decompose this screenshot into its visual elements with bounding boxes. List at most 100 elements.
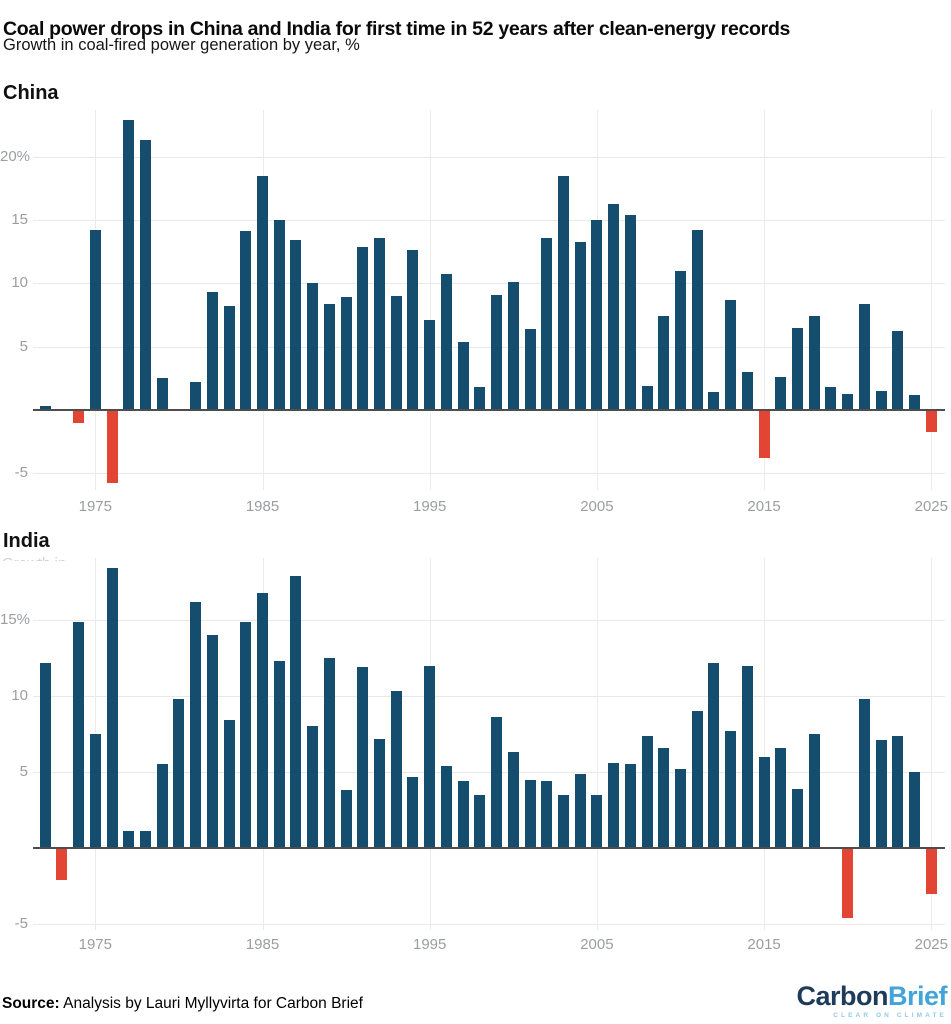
bar-1975 <box>89 230 101 410</box>
gridline-y <box>33 346 945 348</box>
gridline-y <box>33 473 945 475</box>
bar-2005 <box>591 220 603 410</box>
bar-2023 <box>892 735 904 848</box>
x-axis-label: 2025 <box>914 936 948 953</box>
bar-2008 <box>641 735 653 848</box>
bar-2002 <box>541 781 553 848</box>
bar-1983 <box>223 720 235 848</box>
gridline-y <box>33 156 945 158</box>
bar-2014 <box>741 665 753 848</box>
bar-2001 <box>524 779 536 848</box>
bar-1996 <box>440 274 452 410</box>
y-axis-label: 15 <box>11 211 28 229</box>
bar-2011 <box>691 711 703 848</box>
bar-1975 <box>89 734 101 848</box>
bar-1979 <box>156 378 168 410</box>
bar-1986 <box>273 220 285 410</box>
bar-1982 <box>206 635 218 848</box>
chart-title-china: China <box>3 82 59 104</box>
gridline-x <box>764 110 766 490</box>
bar-2009 <box>658 747 670 848</box>
page-subtitle: Growth in coal-fired power generation by… <box>3 36 360 54</box>
x-axis-label: 2015 <box>747 498 781 515</box>
bar-1997 <box>457 341 469 410</box>
bar-2012 <box>708 662 720 848</box>
bar-2005 <box>591 794 603 848</box>
bar-1989 <box>323 658 335 848</box>
bar-2014 <box>741 372 753 410</box>
bar-1991 <box>357 246 369 410</box>
bar-2017 <box>792 788 804 848</box>
gridline-x <box>429 110 431 490</box>
gridline-y <box>33 772 945 773</box>
gridline-y <box>33 924 945 925</box>
bar-1995 <box>424 320 436 410</box>
x-axis-label: 1985 <box>245 936 280 953</box>
bar-2003 <box>557 794 569 848</box>
page-title: Coal power drops in China and India for … <box>3 18 791 41</box>
bar-1993 <box>390 296 402 410</box>
bar-2013 <box>725 299 737 410</box>
bar-1994 <box>407 250 419 410</box>
source-credit: Source: Analysis by Lauri Myllyvirta for… <box>2 995 363 1013</box>
bar-1988 <box>307 283 319 410</box>
x-axis-label: 1975 <box>78 936 112 953</box>
bar-1984 <box>240 621 252 848</box>
bar-1985 <box>257 175 268 410</box>
bar-1993 <box>390 691 402 848</box>
bar-2015 <box>758 756 770 848</box>
bar-2012 <box>708 392 720 410</box>
bar-2025 <box>925 410 937 432</box>
bar-1981 <box>190 601 202 848</box>
bar-1979 <box>156 764 168 848</box>
x-axis-label: 1985 <box>245 498 280 515</box>
bar-1978 <box>139 140 151 410</box>
bar-1990 <box>340 790 352 848</box>
bar-2015 <box>758 410 770 459</box>
bar-2013 <box>725 730 737 848</box>
bar-2000 <box>507 282 519 410</box>
bar-2002 <box>541 237 553 410</box>
bar-1991 <box>357 667 369 848</box>
gridline-y <box>33 283 945 285</box>
bar-2022 <box>875 391 887 410</box>
bar-2007 <box>624 764 636 848</box>
carbonbrief-logo: CarbonBrief CLEAR ON CLIMATE <box>796 983 947 1020</box>
source-text: Analysis by Lauri Myllyvirta for Carbon … <box>59 995 363 1012</box>
bar-2018 <box>808 734 820 848</box>
bar-2010 <box>675 270 686 410</box>
bar-1980 <box>173 699 185 848</box>
x-axis-label: 1975 <box>78 498 112 515</box>
gridline-y <box>33 620 945 621</box>
bar-1988 <box>307 726 319 848</box>
y-axis-label: 10 <box>11 274 28 292</box>
bar-1999 <box>491 717 503 848</box>
x-axis-label: 1995 <box>413 936 447 953</box>
bar-2020 <box>842 848 854 918</box>
logo-wordmark: CarbonBrief <box>796 983 947 1010</box>
bar-1977 <box>123 831 135 848</box>
bar-2003 <box>557 175 569 410</box>
bar-2004 <box>574 773 586 848</box>
bar-2020 <box>842 393 854 410</box>
gridline-x <box>931 558 933 930</box>
bar-2010 <box>675 768 686 848</box>
bar-2022 <box>875 740 887 848</box>
bar-1976 <box>106 568 118 848</box>
gridline-x <box>596 558 598 930</box>
bar-1997 <box>457 781 469 848</box>
gridline-y <box>33 220 945 222</box>
x-axis-label: 2005 <box>580 498 614 515</box>
bar-1978 <box>139 831 151 848</box>
bar-1999 <box>491 294 503 410</box>
bar-1992 <box>374 237 386 410</box>
x-axis-label: 2025 <box>914 498 948 515</box>
bar-2016 <box>775 747 787 848</box>
bar-2006 <box>608 203 620 410</box>
chart-title-india: India <box>3 530 50 552</box>
bar-1983 <box>223 306 235 410</box>
plot-area-india <box>33 558 945 930</box>
bar-1972 <box>39 662 51 848</box>
